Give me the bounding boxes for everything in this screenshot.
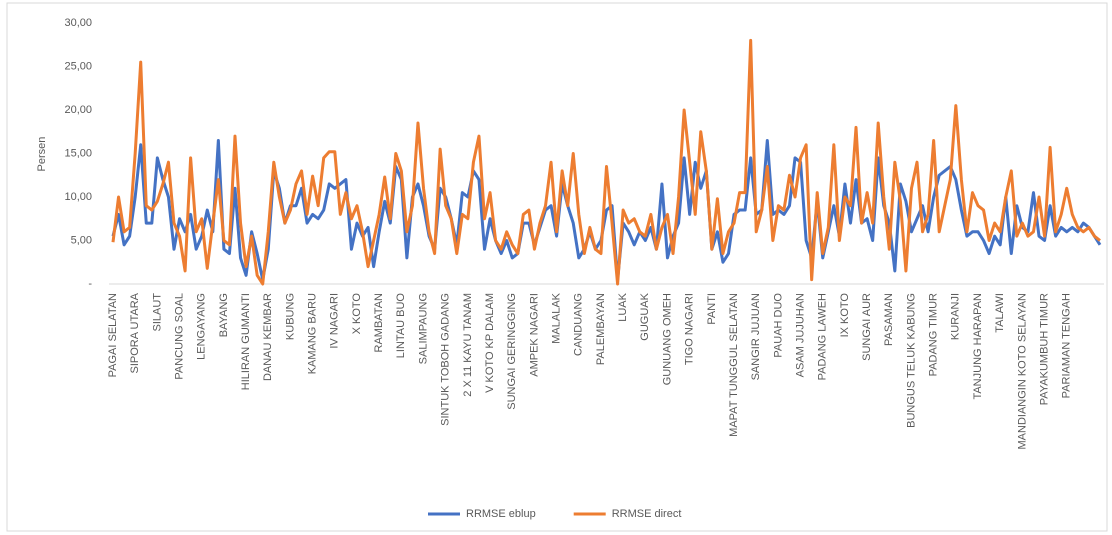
x-tick-label: TIGO NAGARI	[684, 293, 696, 365]
x-tick-label: BUNGUS TELUK KABUNG	[905, 293, 917, 428]
x-tick-label: V KOTO KP DALAM	[484, 293, 496, 393]
x-tick-label: PAUAH DUO	[772, 293, 784, 358]
x-tick-label: DANAU KEMBAR	[262, 293, 274, 381]
x-tick-label: PANTI	[706, 293, 718, 325]
x-tick-label: SILAUT	[151, 293, 163, 332]
y-tick-label: 10,00	[64, 191, 92, 203]
x-tick-label: LINTAU BUO	[395, 293, 407, 359]
y-tick-label: 30,00	[64, 17, 92, 29]
x-tick-label: LUAK	[617, 292, 629, 321]
chart-border	[6, 2, 1108, 532]
x-tick-label: LENGAYANG	[196, 293, 208, 360]
x-tick-label: PADANG TIMUR	[928, 293, 940, 376]
x-tick-label: IV NAGARI	[329, 293, 341, 349]
y-tick-label: 25,00	[64, 60, 92, 72]
x-tick-label: PAGAI SELATAN	[107, 293, 119, 377]
y-tick-label: 20,00	[64, 104, 92, 116]
y-tick-label: -	[88, 278, 92, 290]
x-tick-label: CANDUANG	[573, 293, 585, 356]
x-tick-label: GUGUAK	[639, 292, 651, 340]
legend-label: RRMSE direct	[612, 508, 682, 520]
legend-label: RRMSE eblup	[466, 508, 536, 520]
x-tick-label: GUNUANG OMEH	[661, 293, 673, 385]
x-tick-label: MAPAT TUNGGUL SELATAN	[728, 293, 740, 437]
x-tick-label: PADANG LAWEH	[817, 293, 829, 380]
x-tick-label: MALALAK	[551, 292, 563, 343]
x-tick-label: MANDIANGIN KOTO SELAYAN	[1016, 293, 1028, 450]
x-tick-label: TALAWI	[994, 293, 1006, 333]
x-tick-label: ASAM JUJUHAN	[794, 293, 806, 377]
x-tick-label: PASAMAN	[883, 293, 895, 346]
x-tick-label: HILIRAN GUMANTI	[240, 293, 252, 390]
x-tick-label: PANCUNG SOAL	[173, 293, 185, 380]
x-tick-label: 2 X 11 KAYU TANAM	[462, 293, 474, 397]
x-tick-label: KUBUNG	[284, 293, 296, 340]
x-tick-label: IX KOTO	[839, 293, 851, 338]
data-line	[111, 38, 1101, 286]
x-tick-label: BAYANG	[218, 293, 230, 337]
x-tick-label: X KOTO	[351, 293, 363, 335]
x-tick-label: PARIAMAN TENGAH	[1061, 293, 1073, 398]
x-tick-label: SUNGAI AUR	[861, 293, 873, 361]
x-tick-label: KAMANG BARU	[307, 293, 319, 374]
y-tick-label: 5,00	[71, 234, 92, 246]
x-tick-label: PALEMBAYAN	[595, 293, 607, 365]
x-tick-label: SANGIR JUJUAN	[750, 293, 762, 380]
x-tick-label: SALIMPAUNG	[417, 293, 429, 364]
x-tick-label: TANJUNG HARAPAN	[972, 293, 984, 400]
x-tick-label: SUNGAI GERINGGING	[506, 293, 518, 410]
y-tick-label: 15,00	[64, 147, 92, 159]
x-tick-label: AMPEK NAGARI	[528, 293, 540, 377]
x-tick-label: SIPORA UTARA	[129, 292, 141, 373]
x-tick-label: PAYAKUMBUH TIMUR	[1038, 293, 1050, 405]
x-tick-label: SINTUK TOBOH GADANG	[440, 293, 452, 426]
x-tick-label: KURANJI	[950, 293, 962, 340]
y-axis-label: Persen	[36, 137, 48, 172]
x-tick-label: RAMBATAN	[373, 293, 385, 353]
